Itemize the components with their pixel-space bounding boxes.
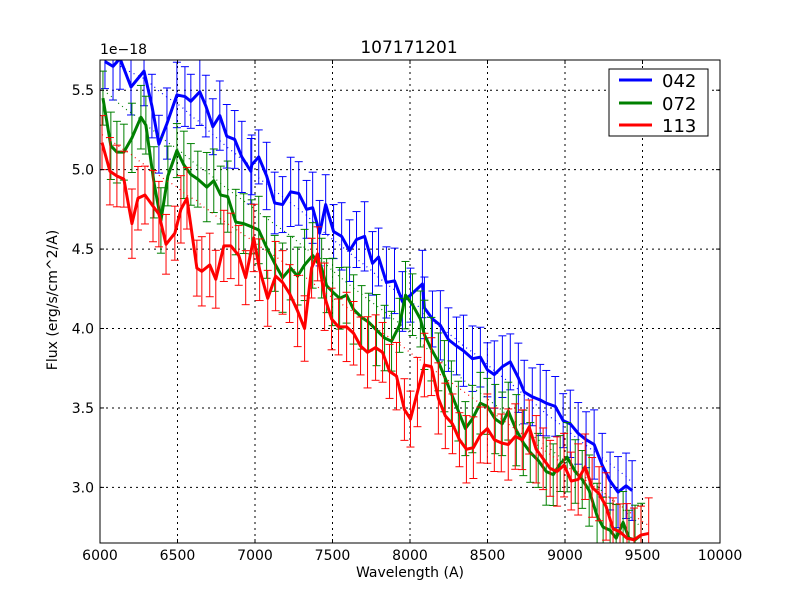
- legend: 042 072 113: [608, 68, 709, 137]
- x-tick-label: 10000: [698, 548, 743, 564]
- legend-item-042: 042: [619, 71, 696, 92]
- data-series: [100, 60, 653, 543]
- x-tick-label: 9500: [625, 548, 661, 564]
- series-line: [100, 142, 650, 542]
- legend-label-113: 113: [662, 116, 696, 137]
- chart-title: 107171201: [360, 38, 457, 58]
- x-tick-label: 6500: [160, 548, 196, 564]
- x-tick-label: 8000: [392, 548, 428, 564]
- x-tick-label: 7500: [315, 548, 351, 564]
- series-line: [104, 60, 634, 494]
- x-tick-label: 6000: [82, 548, 118, 564]
- legend-item-072: 072: [619, 94, 696, 115]
- x-tick-label: 7000: [237, 548, 273, 564]
- axis-ticks: 6000 6500 7000 7500 8000 8500 9000 9500 10000 3.0…: [72, 60, 743, 564]
- y-tick-label: 5.0: [72, 163, 94, 179]
- x-tick-label: 9000: [547, 548, 583, 564]
- y-offset-label: 1e−18: [100, 42, 147, 58]
- y-tick-label: 5.5: [72, 83, 94, 99]
- legend-label-072: 072: [662, 94, 696, 115]
- y-tick-label: 3.0: [72, 480, 94, 496]
- x-axis-label: Wavelength (A): [356, 565, 464, 581]
- y-tick-label: 4.5: [72, 242, 94, 258]
- y-tick-label: 4.0: [72, 322, 94, 338]
- legend-label-042: 042: [662, 71, 696, 92]
- legend-item-113: 113: [619, 116, 696, 137]
- x-tick-label: 8500: [470, 548, 506, 564]
- series-113: [100, 115, 653, 543]
- y-axis-label: Flux (erg/s/cm^2/A): [45, 230, 61, 370]
- y-tick-label: 3.5: [72, 401, 94, 417]
